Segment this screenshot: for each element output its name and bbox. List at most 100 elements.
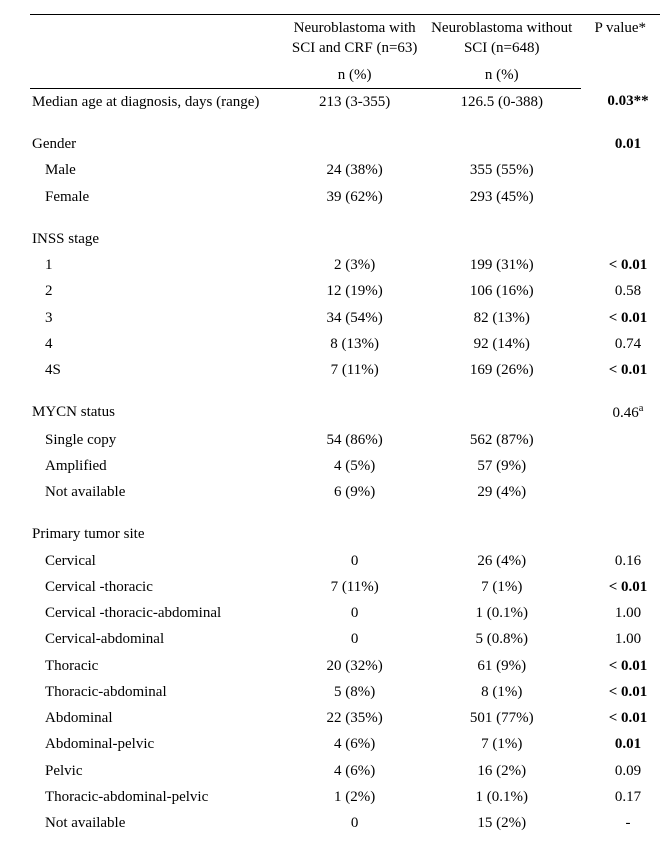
cell: 7 (1%) [423, 731, 581, 757]
cell [286, 131, 423, 157]
table-row: Amplified 4 (5%) 57 (9%) [30, 453, 660, 479]
cell: 7 (11%) [286, 574, 423, 600]
table-row: Thoracic-abdominal 5 (8%) 8 (1%) < 0.01 [30, 679, 660, 705]
cell [286, 521, 423, 547]
row-label: Male [30, 157, 286, 183]
cell [286, 226, 423, 252]
cell: 106 (16%) [423, 278, 581, 304]
cell [423, 226, 581, 252]
table-row: Cervical -thoracic-abdominal 0 1 (0.1%) … [30, 600, 660, 626]
row-label: Amplified [30, 453, 286, 479]
table-row: MYCN status 0.46a [30, 399, 660, 426]
cell: 16 (2%) [423, 758, 581, 784]
cell: 199 (31%) [423, 252, 581, 278]
table-row: Not available 0 15 (2%) - [30, 810, 660, 836]
col-header-group-b: Neuroblastoma without SCI (n=648) [423, 15, 581, 62]
p-value-cell [581, 226, 660, 252]
row-label: 4 [30, 331, 286, 357]
row-label: Cervical [30, 548, 286, 574]
table-subheader-row: n (%) n (%) [30, 62, 660, 89]
row-label: Median age at diagnosis, days (range) [30, 88, 286, 115]
cell: 24 (38%) [286, 157, 423, 183]
cell: 54 (86%) [286, 427, 423, 453]
row-label: Pelvic [30, 758, 286, 784]
cell: 213 (3-355) [286, 88, 423, 115]
cell: 57 (9%) [423, 453, 581, 479]
cell: 2 (3%) [286, 252, 423, 278]
cell: 501 (77%) [423, 705, 581, 731]
row-label: 2 [30, 278, 286, 304]
cell: 0 [286, 548, 423, 574]
cell: 4 (6%) [286, 731, 423, 757]
cell: 169 (26%) [423, 357, 581, 383]
cell: 29 (4%) [423, 479, 581, 505]
table-row: Abdominal 22 (35%) 501 (77%) < 0.01 [30, 705, 660, 731]
table-row: Cervical 0 26 (4%) 0.16 [30, 548, 660, 574]
row-label: Female [30, 184, 286, 210]
cell: 4 (6%) [286, 758, 423, 784]
cell: 7 (1%) [423, 574, 581, 600]
table-row: Cervical -thoracic 7 (11%) 7 (1%) < 0.01 [30, 574, 660, 600]
p-value-cell: < 0.01 [581, 357, 660, 383]
cell: 82 (13%) [423, 305, 581, 331]
table-row: Not available 6 (9%) 29 (4%) [30, 479, 660, 505]
row-label: Not available [30, 810, 286, 836]
p-value-cell: 0.01 [581, 731, 660, 757]
cell [286, 399, 423, 426]
p-value-cell: < 0.01 [581, 305, 660, 331]
table-row: INSS stage [30, 226, 660, 252]
cell [423, 521, 581, 547]
cell: 355 (55%) [423, 157, 581, 183]
cell: 0 [286, 810, 423, 836]
p-value-cell: < 0.01 [581, 252, 660, 278]
row-label: Abdominal-pelvic [30, 731, 286, 757]
table-row: Cervical-abdominal 0 5 (0.8%) 1.00 [30, 626, 660, 652]
cell: 562 (87%) [423, 427, 581, 453]
cell: 293 (45%) [423, 184, 581, 210]
p-value-cell: 1.00 [581, 600, 660, 626]
row-label: INSS stage [30, 226, 286, 252]
row-label: Thoracic [30, 653, 286, 679]
cell: 26 (4%) [423, 548, 581, 574]
cell: 126.5 (0-388) [423, 88, 581, 115]
table-row: Abdominal-pelvic 4 (6%) 7 (1%) 0.01 [30, 731, 660, 757]
cell: 5 (0.8%) [423, 626, 581, 652]
p-value-cell: 1.00 [581, 626, 660, 652]
table-row: 4S 7 (11%) 169 (26%) < 0.01 [30, 357, 660, 383]
table-row: Pelvic 4 (6%) 16 (2%) 0.09 [30, 758, 660, 784]
row-label: 3 [30, 305, 286, 331]
cell: 4 (5%) [286, 453, 423, 479]
p-value-cell: - [581, 810, 660, 836]
cell: 8 (13%) [286, 331, 423, 357]
row-label: Cervical -thoracic [30, 574, 286, 600]
p-value-cell: 0.03** [581, 88, 660, 115]
cell: 6 (9%) [286, 479, 423, 505]
cell [423, 399, 581, 426]
cell: 1 (0.1%) [423, 600, 581, 626]
cell: 22 (35%) [286, 705, 423, 731]
table-row: Single copy 54 (86%) 562 (87%) [30, 427, 660, 453]
cell: 15 (2%) [423, 810, 581, 836]
p-value-cell [581, 184, 660, 210]
table-row: 4 8 (13%) 92 (14%) 0.74 [30, 331, 660, 357]
p-value-cell: 0.16 [581, 548, 660, 574]
table-row: Male 24 (38%) 355 (55%) [30, 157, 660, 183]
p-value-cell [581, 427, 660, 453]
table-header-row: Neuroblastoma with SCI and CRF (n=63) Ne… [30, 15, 660, 62]
cell: 39 (62%) [286, 184, 423, 210]
row-label: Cervical -thoracic-abdominal [30, 600, 286, 626]
cell: 0 [286, 600, 423, 626]
p-value-cell [581, 157, 660, 183]
table-row: Female 39 (62%) 293 (45%) [30, 184, 660, 210]
cell: 34 (54%) [286, 305, 423, 331]
cell [423, 131, 581, 157]
cell: 7 (11%) [286, 357, 423, 383]
cell: 20 (32%) [286, 653, 423, 679]
table-row: 3 34 (54%) 82 (13%) < 0.01 [30, 305, 660, 331]
table-row: Primary tumor site [30, 521, 660, 547]
row-label: MYCN status [30, 399, 286, 426]
row-label: 1 [30, 252, 286, 278]
p-value-cell: 0.58 [581, 278, 660, 304]
row-label: Single copy [30, 427, 286, 453]
p-value-cell: < 0.01 [581, 679, 660, 705]
